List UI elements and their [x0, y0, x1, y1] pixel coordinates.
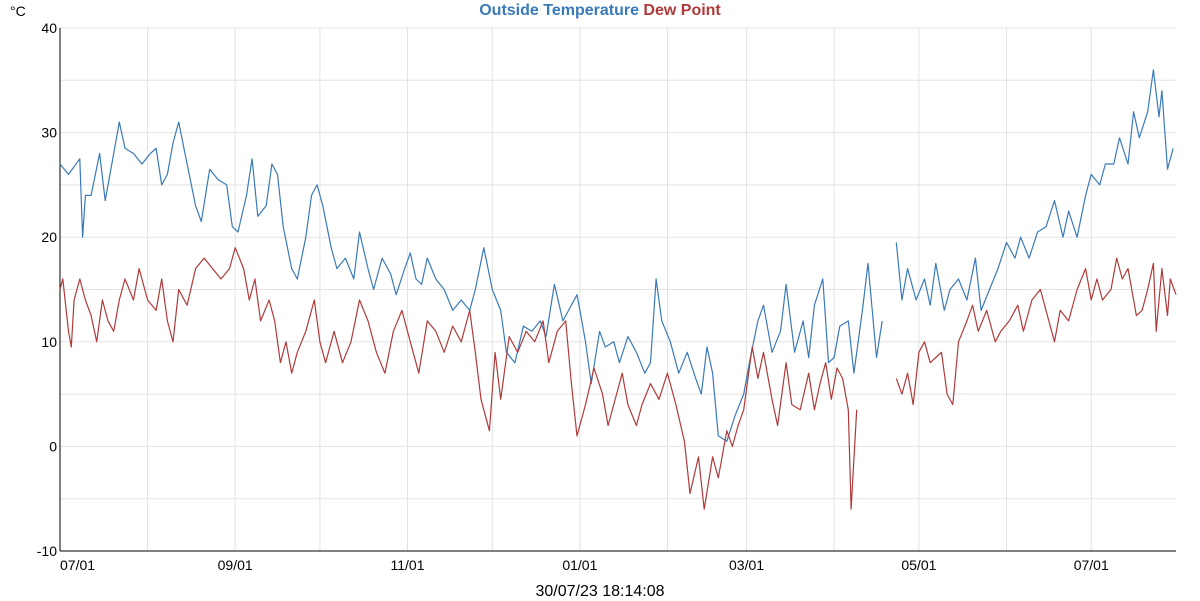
y-tick-label: -10	[37, 543, 57, 559]
series-dew-point-line	[59, 247, 1177, 510]
series-outside-temperature-line	[59, 69, 1174, 442]
chart-legend-title: Outside Temperature Dew Point	[0, 2, 1200, 20]
x-tick-label: 11/01	[391, 557, 425, 573]
y-tick-label: 40	[41, 20, 57, 36]
legend-outside-temperature: Outside Temperature	[479, 2, 639, 19]
y-tick-label: 10	[41, 334, 57, 350]
x-tick-label: 07/01	[1074, 557, 1109, 573]
x-tick-label: 03/01	[729, 557, 764, 573]
x-tick-label: 01/01	[562, 557, 597, 573]
y-tick-label: 0	[49, 438, 57, 454]
x-tick-label: 05/01	[901, 557, 936, 573]
legend-dew-point: Dew Point	[643, 2, 721, 19]
y-tick-label: 30	[41, 125, 57, 141]
x-tick-label: 07/01	[60, 557, 95, 573]
x-tick-label: 09/01	[218, 557, 253, 573]
timestamp-label: 30/07/23 18:14:08	[535, 583, 665, 600]
y-tick-label: 20	[41, 229, 57, 245]
y-unit-label: °C	[10, 3, 26, 19]
